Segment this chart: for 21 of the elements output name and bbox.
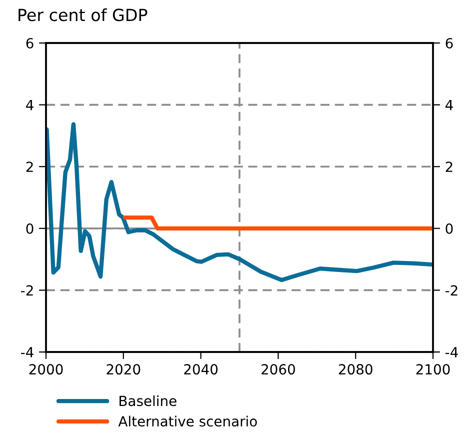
legend-label: Baseline [120, 395, 176, 406]
y2-tick-label: -2 [445, 285, 458, 296]
y2-tick-label: 0 [446, 223, 453, 234]
y-tick-label: -2 [21, 285, 33, 296]
y-tick-label: 0 [26, 223, 34, 234]
y-tick-label: 2 [26, 162, 33, 172]
y2-tick-label: -4 [445, 347, 458, 358]
y-tick-label: 6 [26, 38, 34, 48]
x-tick-label: 2020 [106, 364, 140, 375]
y-tick-label: 4 [26, 100, 34, 110]
x-tick-label: 2040 [184, 364, 218, 375]
y-axis-title: Per cent of GDP [18, 8, 148, 22]
y-tick-label: -4 [21, 347, 34, 358]
y2-tick-label: 6 [446, 38, 453, 48]
x-tick-label: 2000 [29, 364, 63, 375]
y2-tick-label: 4 [445, 100, 453, 110]
x-tick-label: 2080 [338, 364, 372, 375]
x-tick-label: 2100 [416, 364, 450, 375]
x-tick-label: 2060 [262, 364, 295, 375]
legend-label: Alternative scenario [118, 416, 257, 427]
y2-tick-label: 2 [446, 162, 452, 172]
